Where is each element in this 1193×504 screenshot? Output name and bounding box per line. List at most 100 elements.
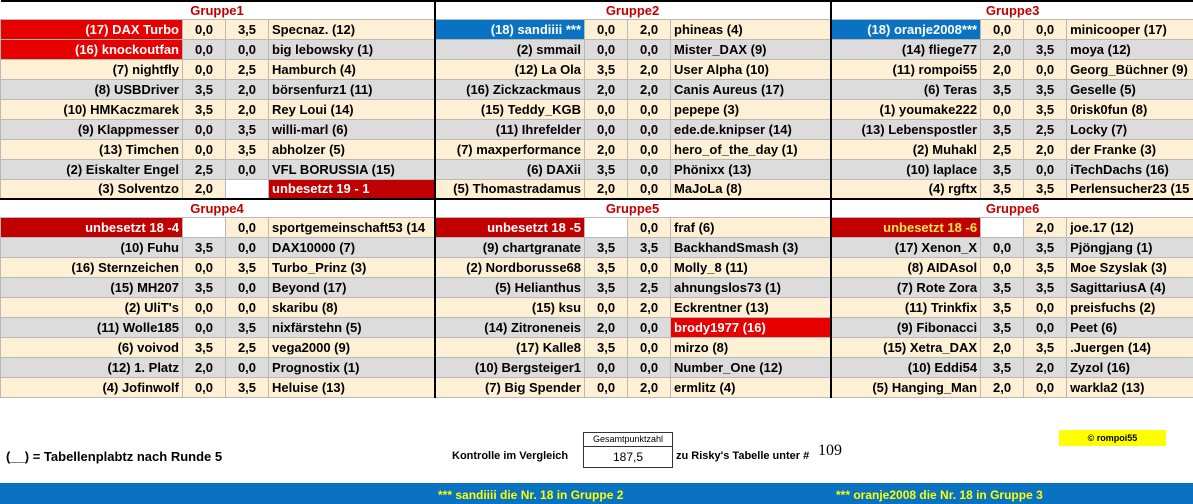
match-row: (13) Timchen 0,0 3,5 abholzer (5) (7) maxper…	[0, 138, 1193, 160]
home-player: (7) Rote Zora	[829, 276, 982, 298]
home-player: (1) youmake222	[829, 98, 982, 120]
away-score: 0,0	[627, 118, 672, 140]
home-score: 3,5	[980, 296, 1025, 318]
away-player: warkla2 (13)	[1066, 376, 1193, 398]
away-score: 0,0	[627, 356, 672, 378]
away-score: 0,0	[627, 316, 672, 338]
away-player: Locky (7)	[1066, 118, 1193, 140]
home-player: (17) Xenon_X	[829, 236, 982, 258]
home-player: (12) La Ola	[433, 58, 586, 80]
away-player: börsenfurz1 (11)	[267, 78, 436, 100]
home-score: 2,0	[980, 38, 1025, 60]
away-player: der Franke (3)	[1066, 138, 1193, 160]
home-score: 3,5	[980, 158, 1025, 180]
match-row: (8) USBDriver 3,5 2,0 börsenfurz1 (11) (16) …	[0, 78, 1193, 100]
home-player: (16) Sternzeichen	[0, 256, 183, 278]
home-player: (15) ksu	[433, 296, 586, 318]
away-score: 0,0	[627, 98, 672, 120]
match-row: (15) MH207 3,5 0,0 Beyond (17) (5) Helianthu…	[0, 276, 1193, 298]
home-score	[980, 216, 1025, 238]
match-row: (11) Wolle185 0,0 3,5 nixfärstehn (5) (14) Z…	[0, 316, 1193, 338]
away-score: 3,5	[225, 18, 269, 40]
home-player: (4) Jofinwolf	[0, 376, 183, 398]
away-score: 0,0	[225, 158, 269, 180]
away-player: ede.de.knipser (14)	[670, 118, 832, 140]
away-player: Mister_DAX (9)	[670, 38, 832, 60]
away-player: fraf (6)	[670, 216, 832, 238]
home-player: (8) USBDriver	[0, 78, 183, 100]
home-player: (14) fliege77	[829, 38, 982, 60]
away-score: 0,0	[1023, 18, 1068, 40]
home-score: 2,5	[980, 138, 1025, 160]
home-score: 3,5	[182, 98, 226, 120]
home-score: 3,5	[980, 178, 1025, 200]
away-player: MaJoLa (8)	[670, 178, 832, 200]
away-score: 0,0	[627, 216, 672, 238]
away-player: Specnaz. (12)	[267, 18, 436, 40]
home-player: (6) Teras	[829, 78, 982, 100]
home-score: 2,0	[584, 178, 629, 200]
away-score: 0,0	[627, 256, 672, 278]
home-score: 3,5	[980, 118, 1025, 140]
away-player: VFL BORUSSIA (15)	[267, 158, 436, 180]
home-score: 3,5	[980, 276, 1025, 298]
away-score: 2,0	[1023, 216, 1068, 238]
away-player: joe.17 (12)	[1066, 216, 1193, 238]
home-player: (15) Xetra_DAX	[829, 336, 982, 358]
away-player: Heluise (13)	[267, 376, 436, 398]
away-score: 0,0	[225, 296, 269, 318]
home-score: 3,5	[584, 58, 629, 80]
home-player: (2) smmail	[433, 38, 586, 60]
home-score: 0,0	[584, 376, 629, 398]
away-player: willi-marl (6)	[267, 118, 436, 140]
away-score: 3,5	[1023, 336, 1068, 358]
group-header-row: Gruppe1 Gruppe2 Gruppe3	[0, 0, 1193, 19]
home-player: (18) sandiiii ***	[433, 18, 586, 40]
home-score: 2,0	[584, 138, 629, 160]
match-row: (7) nightfly 0,0 2,5 Hamburch (4) (12) La Ol…	[0, 58, 1193, 80]
away-player: Eckrentner (13)	[670, 296, 832, 318]
away-score: 3,5	[225, 118, 269, 140]
match-row: (12) 1. Platz 2,0 0,0 Prognostix (1) (10) Be…	[0, 356, 1193, 378]
away-player: Number_One (12)	[670, 356, 832, 378]
away-score: 0,0	[1023, 296, 1068, 318]
away-score: 2,5	[1023, 118, 1068, 140]
match-row: (6) voivod 3,5 2,5 vega2000 (9) (17) Kalle8 3…	[0, 336, 1193, 358]
away-score: 0,0	[627, 138, 672, 160]
home-player: (9) Klappmesser	[0, 118, 183, 140]
home-score: 0,0	[980, 98, 1025, 120]
home-player: (7) maxperformance	[433, 138, 586, 160]
away-score: 0,0	[627, 158, 672, 180]
away-player: moya (12)	[1066, 38, 1193, 60]
away-player: abholzer (5)	[267, 138, 436, 160]
away-player: minicooper (17)	[1066, 18, 1193, 40]
home-score: 2,0	[182, 178, 226, 200]
home-player: (10) Bergsteiger1	[433, 356, 586, 378]
group-title: Gruppe6	[829, 198, 1193, 217]
away-player: Canis Aureus (17)	[670, 78, 832, 100]
home-player: (6) voivod	[0, 336, 183, 358]
kontrolle-label: Kontrolle im Vergleich	[452, 450, 569, 462]
away-score: 3,5	[1023, 38, 1068, 60]
away-score: 2,5	[225, 336, 269, 358]
away-player: SagittariusA (4)	[1066, 276, 1193, 298]
home-player: (7) nightfly	[0, 58, 183, 80]
home-score: 0,0	[980, 236, 1025, 258]
home-score: 0,0	[980, 18, 1025, 40]
match-row: (10) Fuhu 3,5 0,0 DAX10000 (7) (9) chartgran…	[0, 236, 1193, 258]
home-player: (2) Eiskalter Engel	[0, 158, 183, 180]
home-player: (10) HMKaczmarek	[0, 98, 183, 120]
away-score: 0,0	[225, 216, 269, 238]
away-score: 2,0	[225, 98, 269, 120]
home-score: 0,0	[584, 18, 629, 40]
home-player: (2) Muhakl	[829, 138, 982, 160]
home-player: (17) DAX Turbo	[0, 18, 183, 40]
away-player: Hamburch (4)	[267, 58, 436, 80]
home-player: (14) Zitroneneis	[433, 316, 586, 338]
match-row: unbesetzt 18 -4 0,0 sportgemeinschaft53 (1…	[0, 216, 1193, 238]
away-score: 0,0	[225, 236, 269, 258]
home-score: 0,0	[182, 376, 226, 398]
home-score: 3,5	[182, 336, 226, 358]
home-score: 3,5	[980, 316, 1025, 338]
home-score: 3,5	[980, 356, 1025, 378]
